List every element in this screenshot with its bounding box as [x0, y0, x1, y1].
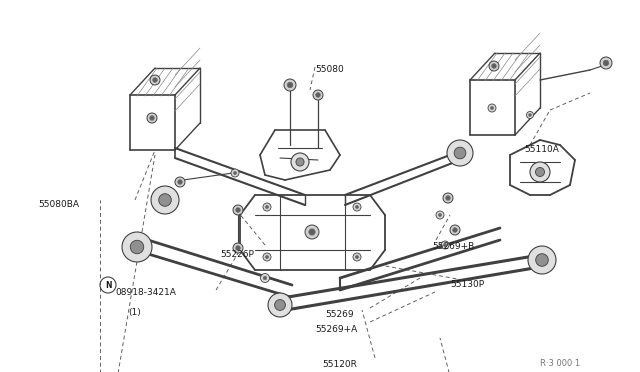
- Circle shape: [296, 158, 304, 166]
- Circle shape: [447, 140, 473, 166]
- Text: 08918-3421A: 08918-3421A: [115, 288, 176, 297]
- Text: 55226P: 55226P: [220, 250, 254, 259]
- Text: R·3 000 1: R·3 000 1: [540, 359, 580, 368]
- Circle shape: [266, 256, 269, 259]
- Circle shape: [355, 205, 358, 209]
- Circle shape: [150, 75, 160, 85]
- Circle shape: [438, 214, 442, 217]
- Text: 55110A: 55110A: [524, 145, 559, 154]
- Circle shape: [263, 276, 267, 280]
- Circle shape: [313, 90, 323, 100]
- Circle shape: [316, 93, 320, 97]
- Text: 55269+B: 55269+B: [432, 242, 474, 251]
- Circle shape: [284, 79, 296, 91]
- Circle shape: [445, 196, 451, 200]
- Circle shape: [233, 243, 243, 253]
- Text: 55130P: 55130P: [450, 280, 484, 289]
- Circle shape: [236, 208, 240, 212]
- Circle shape: [309, 229, 315, 235]
- Circle shape: [287, 82, 292, 88]
- Circle shape: [291, 153, 309, 171]
- Circle shape: [268, 293, 292, 317]
- Circle shape: [443, 193, 453, 203]
- Circle shape: [450, 225, 460, 235]
- Circle shape: [530, 162, 550, 182]
- Circle shape: [536, 167, 545, 176]
- Circle shape: [236, 246, 240, 250]
- Circle shape: [436, 211, 444, 219]
- Circle shape: [175, 177, 185, 187]
- Circle shape: [151, 186, 179, 214]
- Circle shape: [600, 57, 612, 69]
- Text: 55120R: 55120R: [322, 360, 357, 369]
- Circle shape: [260, 273, 269, 282]
- Text: 55269+A: 55269+A: [315, 325, 357, 334]
- Circle shape: [122, 232, 152, 262]
- Circle shape: [492, 64, 496, 68]
- Circle shape: [444, 243, 447, 247]
- Circle shape: [604, 60, 609, 66]
- Circle shape: [489, 61, 499, 71]
- Circle shape: [263, 203, 271, 211]
- Circle shape: [263, 253, 271, 261]
- Circle shape: [147, 113, 157, 123]
- Text: N: N: [105, 280, 111, 289]
- Circle shape: [131, 240, 144, 254]
- Circle shape: [178, 180, 182, 184]
- Circle shape: [153, 78, 157, 82]
- Circle shape: [159, 194, 172, 206]
- Circle shape: [528, 246, 556, 274]
- Circle shape: [454, 147, 466, 159]
- Circle shape: [441, 241, 449, 249]
- Circle shape: [490, 106, 493, 110]
- Circle shape: [233, 205, 243, 215]
- Circle shape: [452, 228, 457, 232]
- Circle shape: [231, 169, 239, 177]
- Text: 55080BA: 55080BA: [38, 200, 79, 209]
- Circle shape: [150, 116, 154, 120]
- Text: 55080: 55080: [315, 65, 344, 74]
- Circle shape: [275, 299, 285, 310]
- Text: 55269: 55269: [325, 310, 354, 319]
- Circle shape: [529, 113, 531, 116]
- Circle shape: [266, 205, 269, 209]
- Circle shape: [488, 104, 496, 112]
- Circle shape: [355, 256, 358, 259]
- Circle shape: [527, 112, 534, 119]
- Circle shape: [536, 254, 548, 266]
- Circle shape: [353, 253, 361, 261]
- Text: (1): (1): [128, 308, 141, 317]
- Circle shape: [353, 203, 361, 211]
- Circle shape: [305, 225, 319, 239]
- Circle shape: [234, 171, 237, 174]
